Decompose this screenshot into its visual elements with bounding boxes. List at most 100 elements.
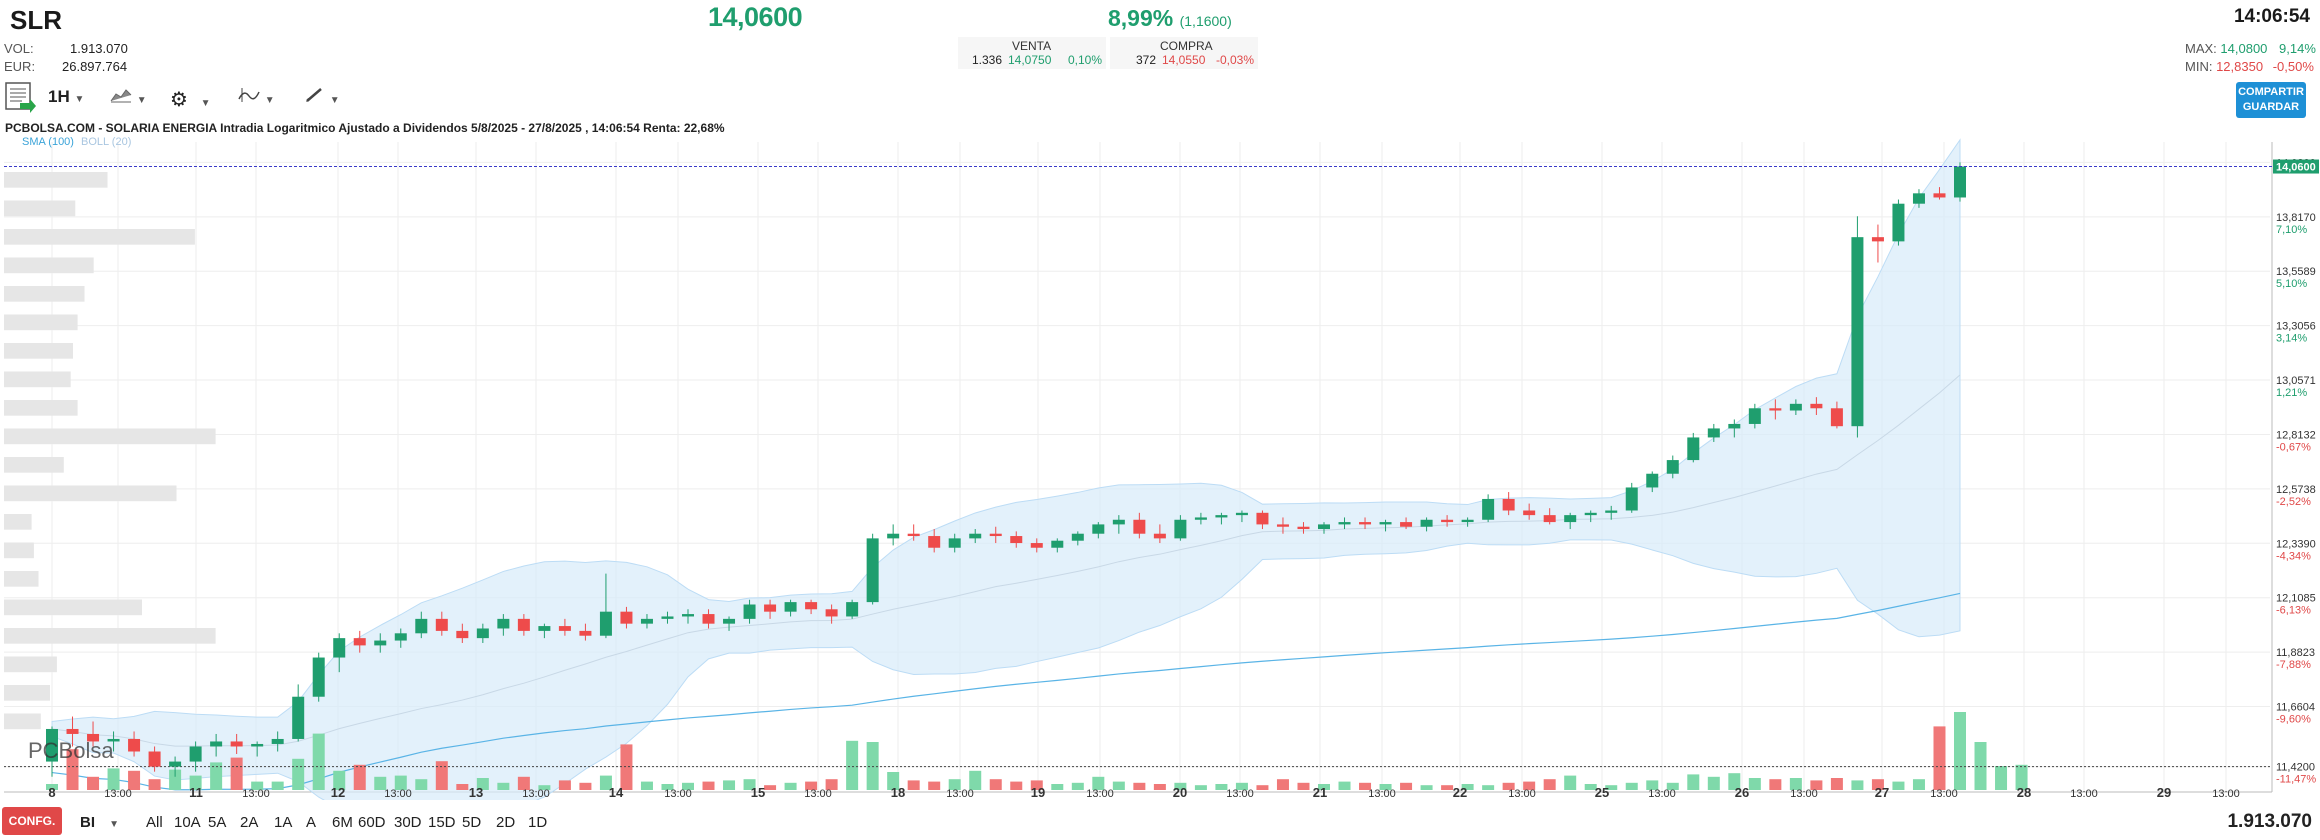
quote-time: 14:06:54 — [2233, 6, 2310, 27]
volume-value: 1.913.070 — [70, 41, 128, 56]
scale-mode-label: BI — [80, 814, 95, 831]
volume-bar — [107, 768, 120, 790]
candle-body — [907, 533, 920, 537]
volume-bar — [148, 779, 161, 790]
buy-pct: -0,03% — [1216, 53, 1255, 67]
range-button-15d[interactable]: 15D — [428, 814, 456, 831]
y-tick-label: 13,5589 — [2276, 266, 2316, 278]
config-button[interactable]: CONFG. — [2, 807, 62, 835]
volume-bar — [989, 779, 1002, 790]
range-button-60d[interactable]: 60D — [358, 814, 386, 831]
candle-body — [230, 741, 243, 747]
candle-body — [1523, 510, 1536, 516]
candle-body — [1297, 526, 1310, 530]
volume-bar — [1133, 782, 1146, 790]
price-chart[interactable]: 14,080013,81707,10%13,55895,10%13,30563,… — [0, 120, 2320, 819]
range-button-30d[interactable]: 30D — [394, 814, 422, 831]
candle-body — [1420, 519, 1433, 527]
y-tick-label: 13,3056 — [2276, 321, 2316, 333]
candle-body — [1564, 515, 1577, 523]
y-tick-percent: -0,67% — [2276, 441, 2311, 453]
chevron-down-icon: ▼ — [329, 95, 340, 106]
volume-bar — [558, 780, 571, 790]
chart-toolbar: 1H ▼ ▼ ⚙ ▼ ▼ ▼ — [0, 80, 2320, 120]
volume-bar — [1851, 780, 1864, 790]
candle-body — [1830, 408, 1843, 427]
sell-pct: 0,10% — [1068, 53, 1103, 67]
volume-bar — [1564, 775, 1577, 790]
volume-bar — [1810, 780, 1823, 790]
chart-canvas[interactable]: 14,080013,81707,10%13,55895,10%13,30563,… — [0, 120, 2320, 819]
volume-bar — [928, 781, 941, 790]
volume-profile-bar — [4, 400, 78, 416]
candle-body — [969, 533, 982, 539]
candle-body — [169, 761, 182, 767]
range-button-1a[interactable]: 1A — [274, 814, 293, 831]
volume-bar — [1010, 781, 1023, 790]
volume-profile-bar — [4, 200, 76, 217]
x-tick-label: 13:00 — [1086, 788, 1114, 800]
share-save-button[interactable]: COMPARTIR GUARDAR — [2236, 82, 2306, 118]
volume-bar — [1584, 784, 1597, 790]
volume-bar — [210, 762, 223, 790]
y-tick-percent: -6,13% — [2276, 605, 2311, 617]
volume-profile-bar — [4, 571, 39, 587]
range-button-10a[interactable]: 10A — [174, 814, 201, 831]
indicators-selector[interactable]: ▼ — [238, 87, 275, 108]
volume-bar — [1092, 776, 1105, 790]
y-tick-percent: -11,47% — [2276, 774, 2316, 786]
range-button-5d[interactable]: 5D — [462, 814, 482, 831]
x-tick-label: 19 — [1031, 785, 1045, 800]
candle-body — [210, 741, 223, 747]
volume-profile-bar — [4, 542, 34, 559]
sell-title: VENTA — [1012, 39, 1052, 53]
x-tick-label: 13:00 — [2070, 788, 2098, 800]
candle-body — [1851, 237, 1864, 427]
x-tick-label: 13:00 — [1368, 788, 1396, 800]
volume-bar — [128, 770, 141, 790]
x-tick-label: 22 — [1453, 785, 1467, 800]
candle-body — [1400, 522, 1413, 527]
candle-body — [640, 618, 653, 624]
candle-body — [1666, 460, 1679, 474]
candle-body — [517, 618, 530, 631]
candle-body — [1789, 403, 1802, 411]
max-pct: 9,14% — [2279, 41, 2316, 56]
candle-body — [1379, 522, 1392, 525]
volume-bar — [1400, 782, 1413, 790]
volume-bar — [640, 781, 653, 790]
quote-header: SLR VOL: 1.913.070 EUR: 26.897.764 14,06… — [0, 0, 2320, 80]
range-button-2d[interactable]: 2D — [496, 814, 516, 831]
y-tick-percent: -7,88% — [2276, 659, 2311, 671]
range-button-2a[interactable]: 2A — [240, 814, 259, 831]
volume-bar — [805, 781, 818, 790]
candle-body — [1338, 522, 1351, 525]
volume-bar — [764, 785, 777, 790]
settings-selector[interactable]: ⚙ ▼ — [170, 87, 211, 112]
drawing-tools-selector[interactable]: ▼ — [305, 87, 340, 108]
last-price: 14,0600 — [708, 2, 803, 32]
current-price-tag-label: 14,0600 — [2276, 162, 2316, 174]
range-button-6m[interactable]: 6M — [332, 814, 353, 831]
x-tick-label: 27 — [1875, 785, 1889, 800]
volume-bar — [333, 770, 346, 790]
volume-bar — [969, 770, 982, 790]
range-button-all[interactable]: All — [146, 814, 163, 831]
scale-mode-selector[interactable]: BI ▼ — [80, 814, 119, 831]
save-report-icon[interactable] — [4, 81, 36, 115]
volume-profile-bar — [4, 371, 71, 388]
range-button-5a[interactable]: 5A — [208, 814, 227, 831]
volume-bar — [1071, 782, 1084, 790]
range-button-1d[interactable]: 1D — [528, 814, 548, 831]
price-change: 8,99% (1,1600) — [1108, 5, 1232, 32]
candle-body — [1605, 510, 1618, 513]
volume-bar — [1276, 779, 1289, 790]
sell-book: VENTA 1.336 14,0750 0,10% — [958, 37, 1106, 69]
x-tick-label: 11 — [189, 785, 203, 800]
range-button-a[interactable]: A — [306, 814, 317, 831]
interval-selector[interactable]: 1H ▼ — [48, 87, 84, 107]
candle-body — [107, 738, 120, 742]
volume-bar — [907, 780, 920, 790]
chart-type-selector[interactable]: ▼ — [110, 87, 147, 108]
candle-body — [1215, 515, 1228, 518]
